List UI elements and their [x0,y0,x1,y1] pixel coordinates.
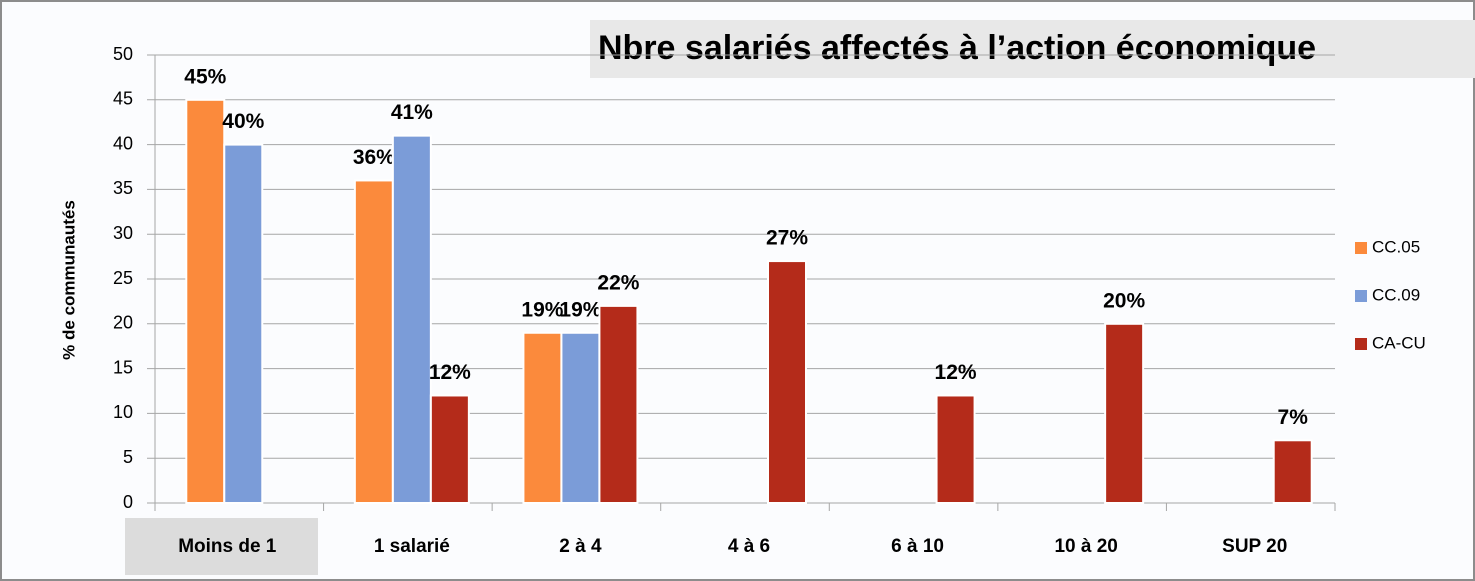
legend-swatch [1355,242,1367,254]
bar [1104,322,1145,504]
bar [185,98,226,505]
y-tick-label: 45 [113,89,133,109]
y-tick-label: 10 [113,402,133,422]
y-tick-label: 35 [113,178,133,198]
bar [429,394,470,505]
data-label: 7% [1278,406,1309,429]
x-tick-label: 6 à 10 [891,536,944,557]
bar [598,304,639,504]
x-tick-label: 10 à 20 [1054,536,1117,557]
y-tick-label: 40 [113,133,133,153]
bar [1272,439,1313,504]
data-label: 22% [597,271,639,294]
y-tick-label: 25 [113,268,133,288]
legend-swatch [1355,290,1367,302]
data-label: 12% [935,361,977,384]
data-label: 12% [429,361,471,384]
data-label: 36% [353,146,395,169]
bar [353,179,394,504]
y-axis-title: % de communautés [59,200,78,360]
title-box [590,20,1475,78]
legend-label: CA-CU [1372,333,1426,352]
data-label: 40% [222,110,264,133]
y-tick-label: 15 [113,357,133,377]
x-tick-label: SUP 20 [1222,536,1287,557]
chart-title: Nbre salariés affectés à l’action économ… [598,29,1316,67]
bar [391,134,432,504]
data-label: 19% [559,298,601,321]
x-tick-label: 2 à 4 [559,536,602,557]
data-label: 41% [391,101,433,124]
y-tick-label: 30 [113,223,133,243]
data-label: 19% [521,298,563,321]
data-label: 45% [184,65,226,88]
bar [767,260,807,504]
y-tick-label: 0 [123,492,133,512]
legend-swatch [1355,338,1367,350]
legend-label: CC.05 [1372,237,1420,256]
bar [522,331,563,505]
data-label: 27% [766,227,808,250]
legend-label: CC.09 [1372,285,1420,304]
y-tick-label: 5 [123,447,133,467]
x-tick-label: 4 à 6 [728,536,770,557]
category-highlight [125,518,318,575]
x-tick-label: Moins de 1 [178,536,277,557]
y-tick-label: 20 [113,313,133,333]
x-tick-label: 1 salarié [374,536,450,557]
bar [560,331,601,505]
y-tick-label: 50 [113,44,133,64]
bar [935,394,976,505]
bar [223,143,264,504]
data-label: 20% [1103,289,1145,312]
